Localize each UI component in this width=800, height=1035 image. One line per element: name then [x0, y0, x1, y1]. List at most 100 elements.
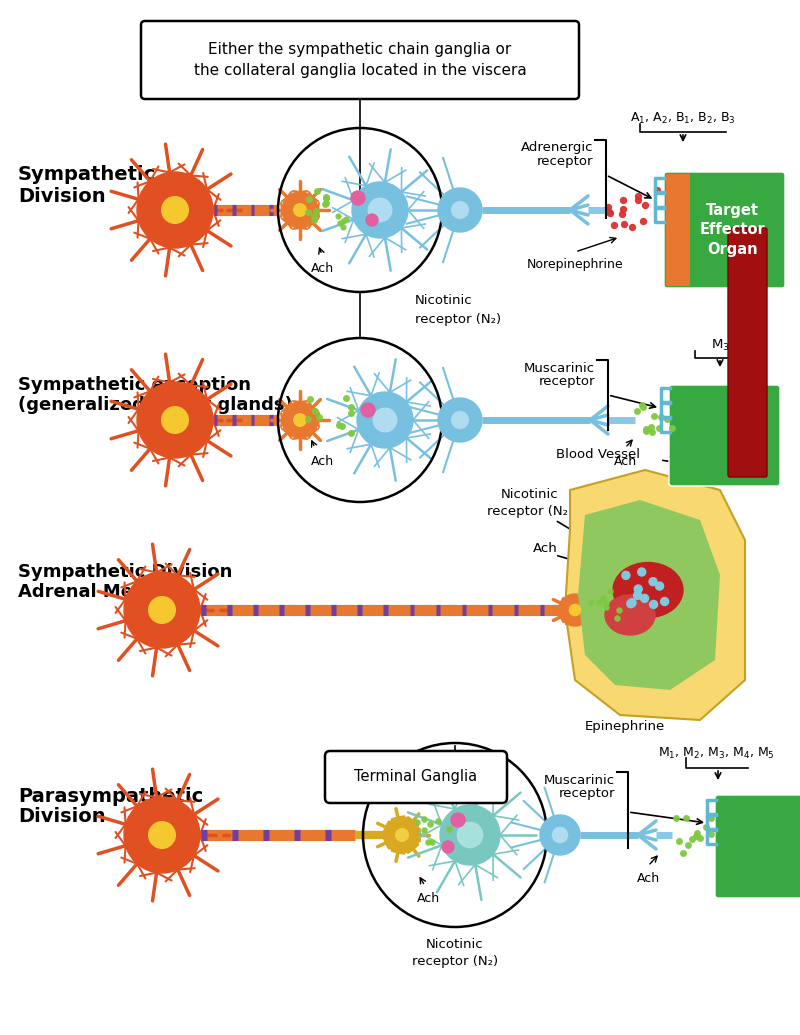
Circle shape — [634, 591, 642, 599]
Point — [705, 826, 718, 842]
Point — [682, 837, 694, 854]
Text: Division: Division — [18, 807, 106, 827]
Text: Norepinephrine: Norepinephrine — [526, 258, 623, 271]
Text: (generalized sweat glands): (generalized sweat glands) — [18, 396, 293, 414]
Text: Muscarinic: Muscarinic — [524, 361, 595, 375]
Point — [334, 214, 346, 231]
Circle shape — [137, 382, 213, 459]
Point — [339, 389, 352, 406]
Circle shape — [451, 814, 465, 827]
Point — [313, 409, 326, 425]
Point — [691, 825, 704, 841]
Text: Ach: Ach — [310, 455, 334, 468]
FancyBboxPatch shape — [669, 385, 780, 486]
Point — [344, 398, 357, 415]
Text: Adrenergic: Adrenergic — [521, 142, 593, 154]
Circle shape — [396, 829, 408, 841]
Point — [670, 809, 682, 826]
Point — [596, 590, 609, 607]
Text: Blood Vessel: Blood Vessel — [556, 448, 640, 462]
Point — [604, 583, 617, 599]
Point — [345, 424, 358, 441]
Circle shape — [655, 582, 663, 590]
Circle shape — [552, 827, 568, 842]
Point — [585, 594, 598, 611]
Text: Nicotinic: Nicotinic — [501, 489, 559, 502]
Text: Division: Division — [18, 186, 106, 206]
Point — [302, 204, 314, 220]
Point — [418, 810, 430, 827]
Point — [418, 822, 430, 838]
Circle shape — [458, 823, 482, 848]
Text: receptor: receptor — [537, 155, 593, 169]
Circle shape — [628, 598, 636, 607]
FancyBboxPatch shape — [666, 174, 690, 286]
Polygon shape — [565, 470, 745, 720]
Point — [426, 834, 438, 851]
Text: Nicotinic: Nicotinic — [426, 938, 484, 951]
Circle shape — [438, 398, 482, 442]
Circle shape — [149, 822, 175, 849]
Point — [331, 207, 344, 224]
Point — [602, 204, 615, 220]
Point — [308, 208, 321, 225]
Point — [310, 202, 322, 218]
Point — [637, 213, 650, 230]
Point — [618, 215, 630, 232]
Text: receptor (N₂): receptor (N₂) — [415, 313, 501, 325]
Point — [340, 211, 353, 228]
Point — [423, 816, 436, 832]
Point — [320, 190, 333, 207]
Point — [679, 809, 692, 826]
Circle shape — [559, 594, 591, 626]
Point — [422, 834, 434, 851]
Point — [653, 420, 666, 437]
Circle shape — [282, 402, 318, 438]
Point — [636, 398, 649, 415]
Text: Sympathetic Division: Sympathetic Division — [18, 563, 232, 581]
Circle shape — [368, 199, 392, 221]
Circle shape — [351, 191, 365, 205]
Point — [309, 404, 322, 420]
Text: Epinephrine: Epinephrine — [585, 720, 665, 733]
Point — [617, 201, 630, 217]
Point — [603, 205, 616, 221]
Circle shape — [638, 568, 646, 575]
Point — [654, 409, 667, 425]
Text: Sympathetic exception: Sympathetic exception — [18, 376, 251, 394]
Text: Target
Effector
Organ: Target Effector Organ — [700, 203, 766, 258]
Point — [599, 594, 612, 611]
Circle shape — [438, 188, 482, 232]
Point — [677, 845, 690, 861]
Text: Nicotinic: Nicotinic — [415, 295, 473, 307]
Point — [615, 206, 628, 223]
Point — [602, 199, 614, 215]
Circle shape — [649, 578, 657, 586]
Point — [319, 196, 332, 212]
Point — [626, 218, 638, 235]
Circle shape — [440, 805, 500, 865]
Text: M$_3$: M$_3$ — [710, 337, 730, 353]
Text: Ach: Ach — [614, 455, 637, 468]
Point — [337, 219, 350, 236]
Point — [645, 419, 658, 436]
Ellipse shape — [605, 595, 655, 635]
Point — [600, 599, 613, 616]
Point — [638, 198, 651, 214]
Point — [336, 417, 349, 434]
Point — [700, 819, 713, 835]
Circle shape — [162, 407, 188, 434]
Text: Parasympathetic: Parasympathetic — [18, 787, 203, 805]
FancyBboxPatch shape — [141, 21, 579, 99]
Point — [608, 216, 621, 233]
Point — [639, 420, 652, 437]
Circle shape — [352, 182, 408, 238]
Circle shape — [634, 585, 642, 593]
Point — [302, 411, 314, 427]
Point — [337, 213, 350, 230]
Point — [432, 814, 445, 830]
Text: receptor (N₂): receptor (N₂) — [412, 955, 498, 968]
Text: Sympathetic: Sympathetic — [18, 166, 156, 184]
Point — [630, 404, 643, 420]
Circle shape — [282, 193, 318, 228]
